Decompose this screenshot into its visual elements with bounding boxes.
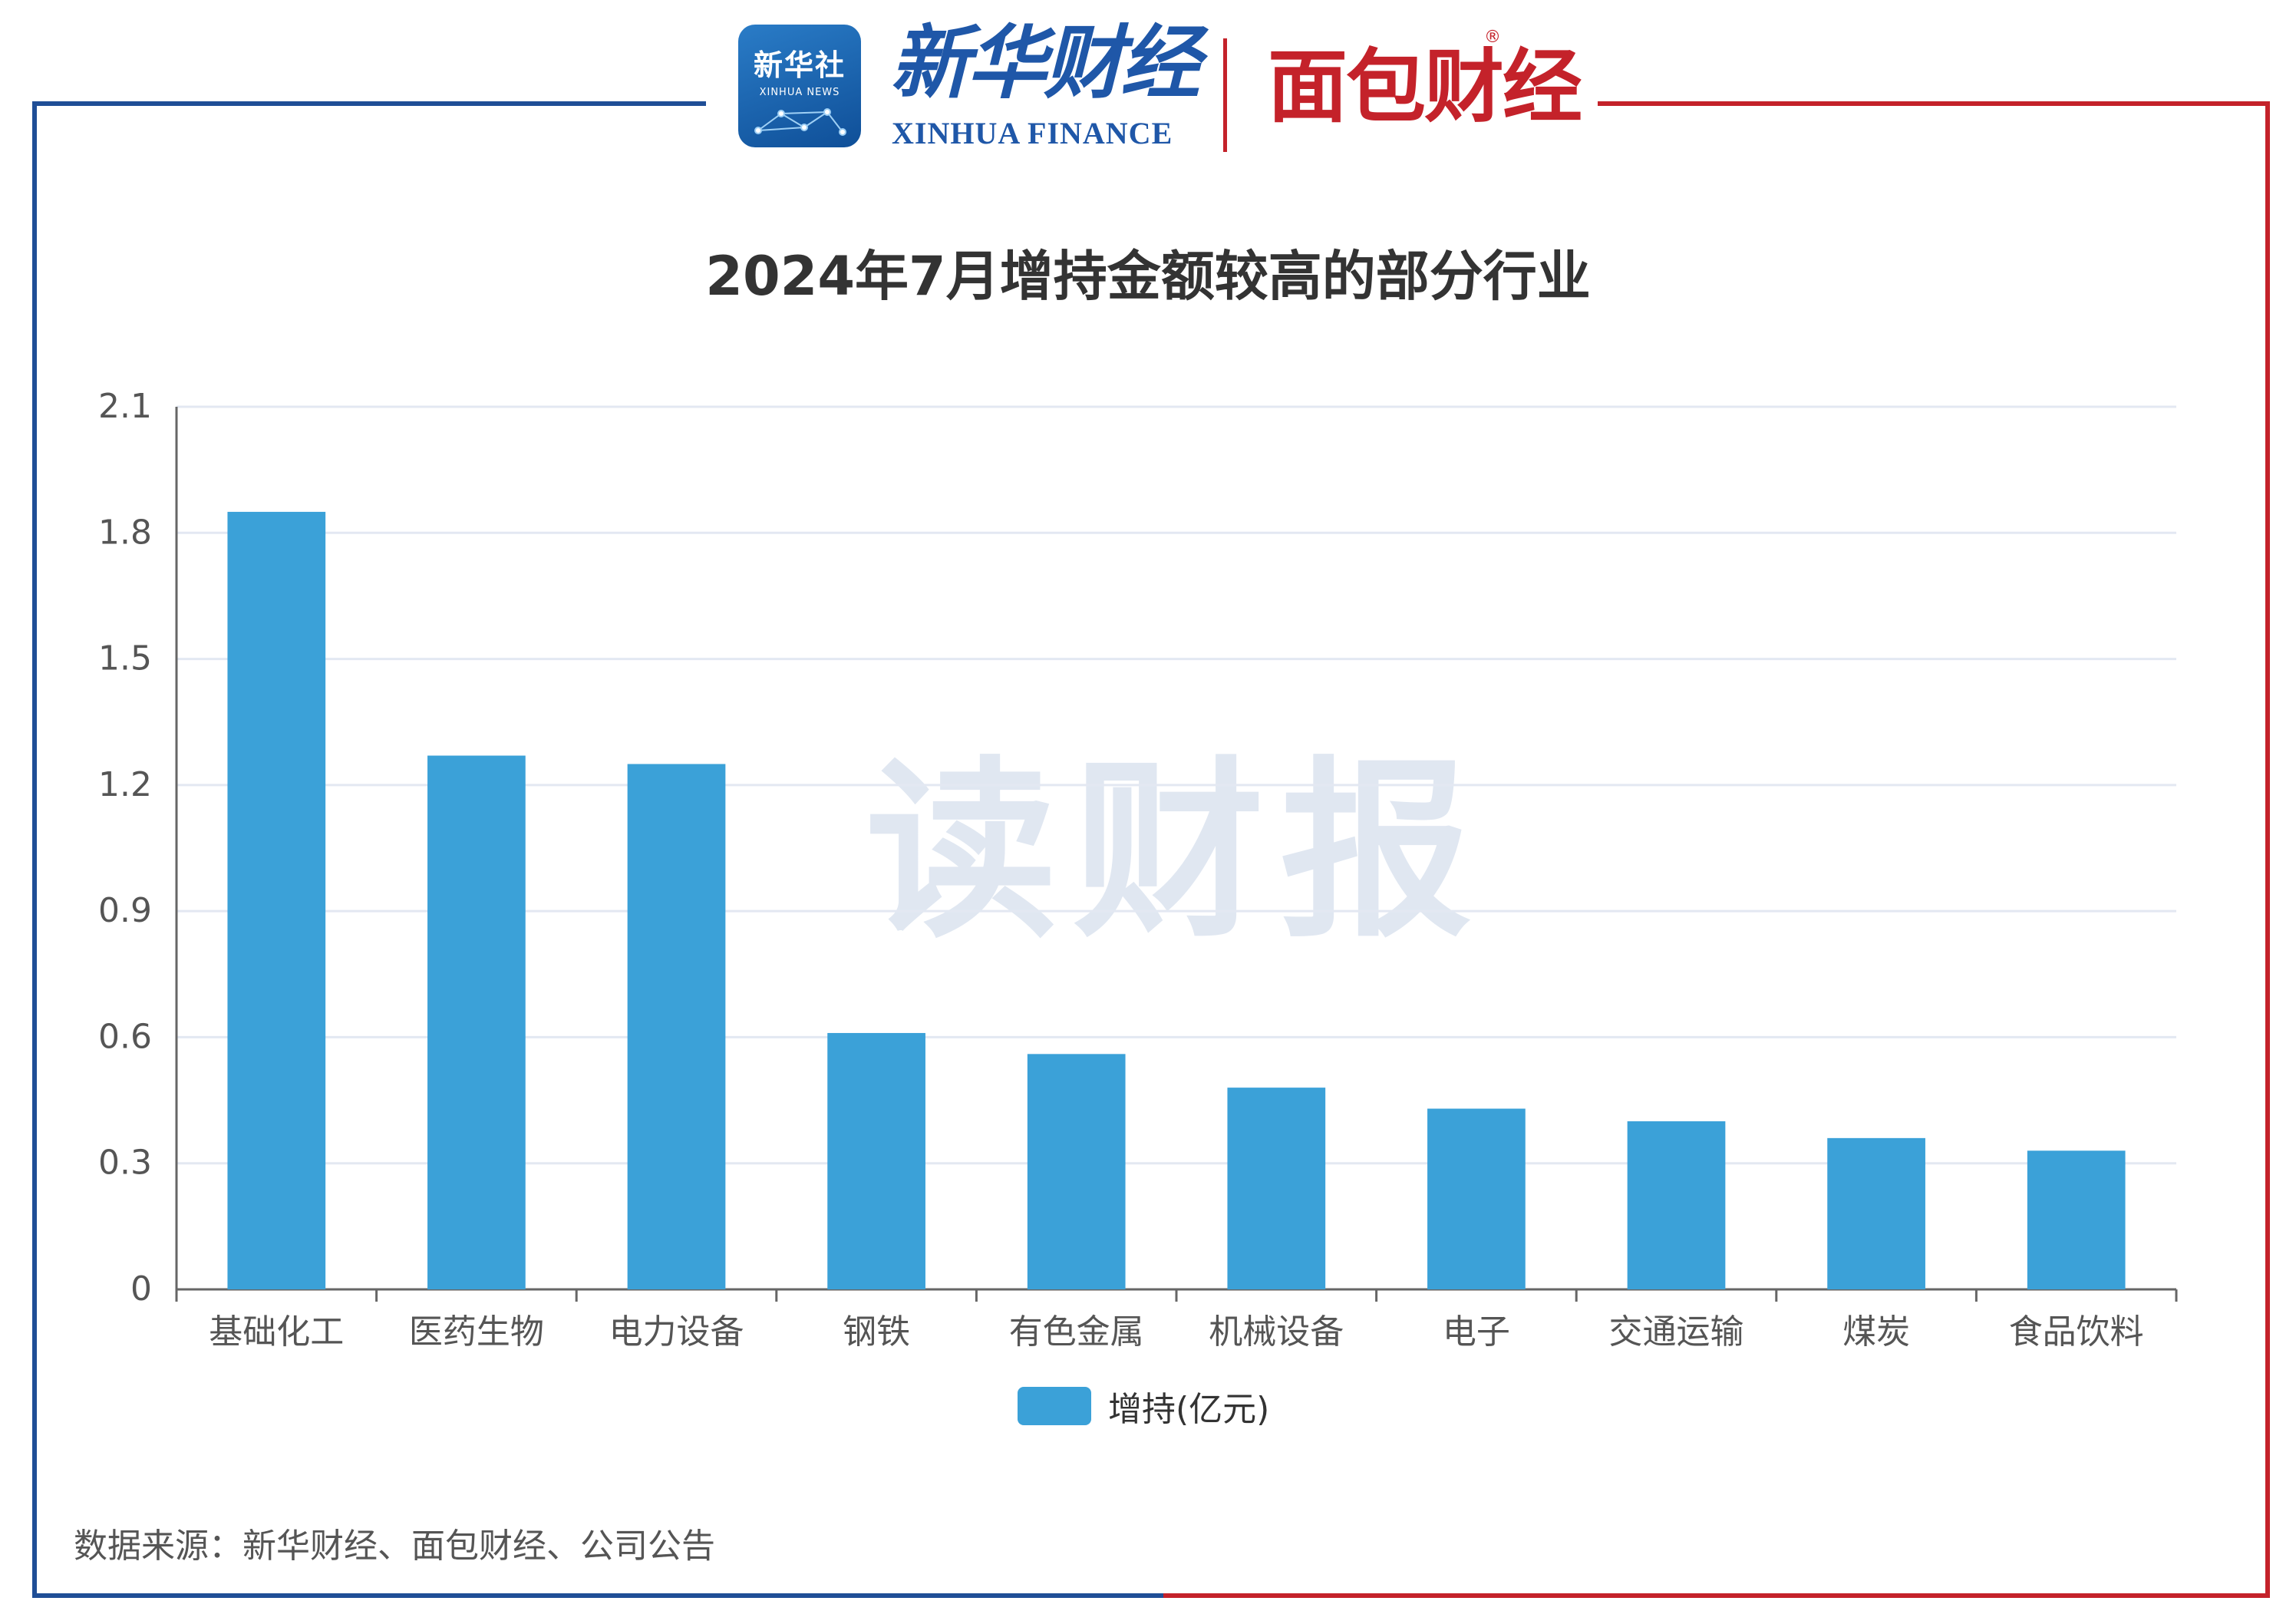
mianbao-finance-logo: 面包财经 [1268,40,1582,134]
bar [1227,1088,1326,1289]
y-tick-label: 2.1 [98,387,152,426]
chart-title: 2024年7月增持金额较高的部分行业 [705,245,1591,308]
frame-top-right-line [1598,101,2270,106]
bar [2027,1150,2126,1289]
x-tick-label: 电力设备 [609,1312,744,1352]
x-tick-label: 医药生物 [409,1312,544,1352]
bar [1027,1054,1126,1289]
x-tick-label: 电子 [1443,1312,1510,1352]
y-tick-label: 0.9 [98,891,152,930]
xinhua-finance-logo-cn: 新华财经 [890,15,1200,110]
chart-legend[interactable]: 增持(亿元) [1018,1385,1269,1429]
source-note: 数据来源：新华财经、面包财经、公司公告 [74,1527,715,1566]
bar [1827,1137,1925,1289]
x-tick-label: 钢铁 [843,1312,910,1352]
y-tick-label: 0.6 [98,1017,152,1056]
y-tick-label: 0.3 [98,1144,152,1183]
xinhua-logo-en: XINHUA NEWS [759,87,840,98]
bar [627,764,726,1289]
frame-bottom-right-line [1163,1593,2270,1598]
y-tick-label: 1.8 [98,513,152,552]
y-tick-label: 1.2 [98,765,152,804]
logo-divider [1223,38,1227,152]
x-tick-label: 基础化工 [209,1312,344,1352]
frame-top-left-line [32,101,706,106]
x-tick-label: 交通运输 [1609,1312,1744,1352]
bar [227,511,326,1289]
bar [1627,1121,1726,1289]
frame-left-line [32,101,37,1598]
x-tick-label: 有色金属 [1009,1312,1144,1352]
bar [1427,1108,1526,1289]
x-tick-label: 机械设备 [1209,1312,1344,1352]
xinhua-finance-logo-en: XINHUA FINANCE [892,116,1173,150]
y-tick-label: 1.5 [98,639,152,678]
y-tick-label: 0 [130,1269,152,1309]
legend-label: 增持(亿元) [1108,1390,1270,1429]
network-icon [754,108,846,136]
xinhua-news-logo: 新华社 XINHUA NEWS [738,25,861,147]
frame-right-line [2265,101,2270,1598]
x-tick-label: 煤炭 [1842,1312,1910,1352]
x-tick-label: 食品饮料 [2009,1312,2144,1352]
legend-swatch [1018,1387,1091,1425]
bar [827,1032,925,1289]
xinhua-logo-cn: 新华社 [753,48,846,82]
frame-bottom-left-line [32,1593,1163,1598]
bar [427,755,526,1289]
registered-mark: ® [1484,28,1501,47]
